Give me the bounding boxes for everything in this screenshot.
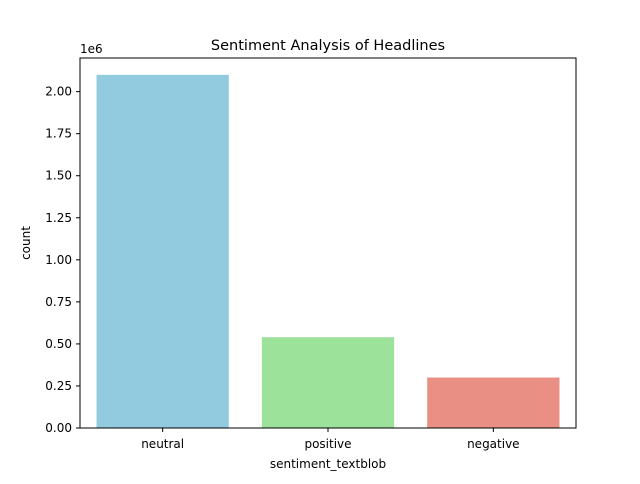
y-tick-label: 1.00 [45,253,72,267]
x-tick-label: negative [467,437,519,451]
y-tick-label: 0.50 [45,337,72,351]
y-tick-label: 2.00 [45,85,72,99]
y-axis-label: count [19,226,33,260]
chart-title: Sentiment Analysis of Headlines [211,38,445,54]
y-tick-label: 0.75 [45,295,72,309]
x-axis: neutral positive negative [141,428,520,451]
y-tick-label: 1.25 [45,211,72,225]
plot-area [96,74,560,429]
y-tick-label: 0.25 [45,379,72,393]
x-axis-label: sentiment_textblob [270,457,386,471]
x-tick-label: positive [304,437,351,451]
y-axis: 0.00 0.25 0.50 0.75 1.00 1.25 1.50 1.75 2.00 [45,85,80,435]
y-tick-label: 1.50 [45,169,72,183]
y-tick-label: 0.00 [45,421,72,435]
bar-neutral [96,74,229,429]
bar-positive [261,337,395,428]
x-tick-label: neutral [141,437,184,451]
bar-negative [427,377,560,428]
y-tick-label: 1.75 [45,127,72,141]
y-offset-label: 1e6 [80,42,103,56]
